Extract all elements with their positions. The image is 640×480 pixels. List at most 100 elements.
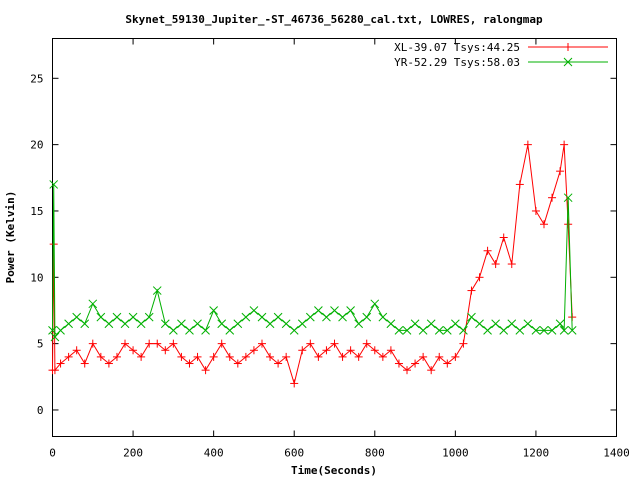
chart-title: Skynet_59130_Jupiter_-ST_46736_56280_cal… xyxy=(125,13,543,26)
data-point xyxy=(483,326,492,335)
data-point xyxy=(160,319,170,329)
data-point xyxy=(567,326,577,335)
legend-marker xyxy=(563,57,573,67)
data-point xyxy=(443,359,452,368)
data-point xyxy=(177,319,186,329)
data-point xyxy=(128,312,138,322)
data-point xyxy=(419,352,428,361)
y-axis-title: Power (Kelvin) xyxy=(4,191,17,284)
data-point xyxy=(442,326,452,335)
data-point xyxy=(96,312,106,322)
data-point xyxy=(507,319,517,329)
data-point xyxy=(72,346,81,355)
legend-sample-xl xyxy=(528,43,608,51)
data-point xyxy=(129,346,138,355)
data-point xyxy=(257,339,266,348)
data-point xyxy=(282,352,291,361)
data-point xyxy=(451,319,460,329)
data-point xyxy=(289,326,299,335)
data-point xyxy=(249,346,258,355)
x-axis: 0 200 400 600 800 1000 1200 1400 xyxy=(49,38,630,460)
x-tick-label: 400 xyxy=(204,447,224,460)
data-point xyxy=(169,339,178,348)
data-point xyxy=(297,319,307,329)
data-point xyxy=(121,339,130,348)
data-point xyxy=(467,312,476,322)
data-point xyxy=(274,359,283,368)
data-point xyxy=(394,359,403,368)
data-point xyxy=(523,319,533,329)
data-point xyxy=(193,319,202,329)
legend-marker xyxy=(564,43,572,51)
data-point xyxy=(556,167,565,176)
data-point xyxy=(563,193,573,203)
data-point xyxy=(298,346,307,355)
data-point xyxy=(411,359,420,368)
data-point xyxy=(56,326,65,335)
data-point xyxy=(112,312,122,322)
data-point xyxy=(491,260,500,269)
data-point xyxy=(362,312,372,322)
data-point xyxy=(403,366,412,375)
data-point xyxy=(201,366,210,375)
data-point xyxy=(233,319,243,329)
data-point xyxy=(161,346,170,355)
legend-sample-yr xyxy=(528,57,608,67)
x-tick-label: 1400 xyxy=(603,447,630,460)
data-point xyxy=(306,339,315,348)
data-point xyxy=(50,332,60,342)
data-point xyxy=(394,326,404,335)
x-tick-label: 1200 xyxy=(523,447,550,460)
data-point xyxy=(459,339,468,348)
data-point xyxy=(49,180,59,189)
data-point xyxy=(225,352,234,361)
data-point xyxy=(273,312,283,322)
data-point xyxy=(314,306,323,315)
series-layer xyxy=(48,140,577,388)
data-point xyxy=(378,352,387,361)
data-point xyxy=(80,319,90,329)
data-point xyxy=(96,352,105,361)
x-tick-label: 0 xyxy=(49,447,56,460)
x-tick-label: 1000 xyxy=(442,447,469,460)
data-point xyxy=(241,352,250,361)
data-point xyxy=(475,273,484,282)
data-point xyxy=(249,306,259,315)
data-point xyxy=(548,193,557,202)
data-point xyxy=(499,233,508,242)
data-point xyxy=(112,352,121,361)
data-point xyxy=(402,326,412,335)
data-point xyxy=(386,319,396,329)
data-point xyxy=(225,326,235,335)
y-tick-label: 0 xyxy=(37,404,44,417)
data-point xyxy=(531,326,541,335)
data-point xyxy=(475,319,484,329)
data-point xyxy=(491,319,500,329)
data-point xyxy=(467,286,476,295)
data-point xyxy=(50,366,59,375)
data-point xyxy=(193,352,202,361)
x-axis-title: Time(Seconds) xyxy=(291,464,377,477)
data-point xyxy=(507,260,516,269)
data-point xyxy=(145,339,154,348)
data-point xyxy=(418,326,428,335)
data-point xyxy=(201,326,210,335)
data-point xyxy=(346,346,355,355)
data-point xyxy=(265,319,275,329)
data-point xyxy=(281,319,291,329)
data-point xyxy=(499,326,509,335)
data-point xyxy=(515,326,525,335)
data-point xyxy=(322,312,331,322)
data-point xyxy=(137,352,146,361)
data-point xyxy=(217,319,227,329)
data-point xyxy=(459,326,468,335)
data-point xyxy=(209,306,218,315)
data-point xyxy=(120,319,130,329)
data-point xyxy=(152,286,162,295)
data-point xyxy=(386,346,395,355)
data-point xyxy=(241,312,251,322)
legend: XL-39.07 Tsys:44.25 YR-52.29 Tsys:58.03 xyxy=(394,41,608,69)
data-point xyxy=(233,359,242,368)
